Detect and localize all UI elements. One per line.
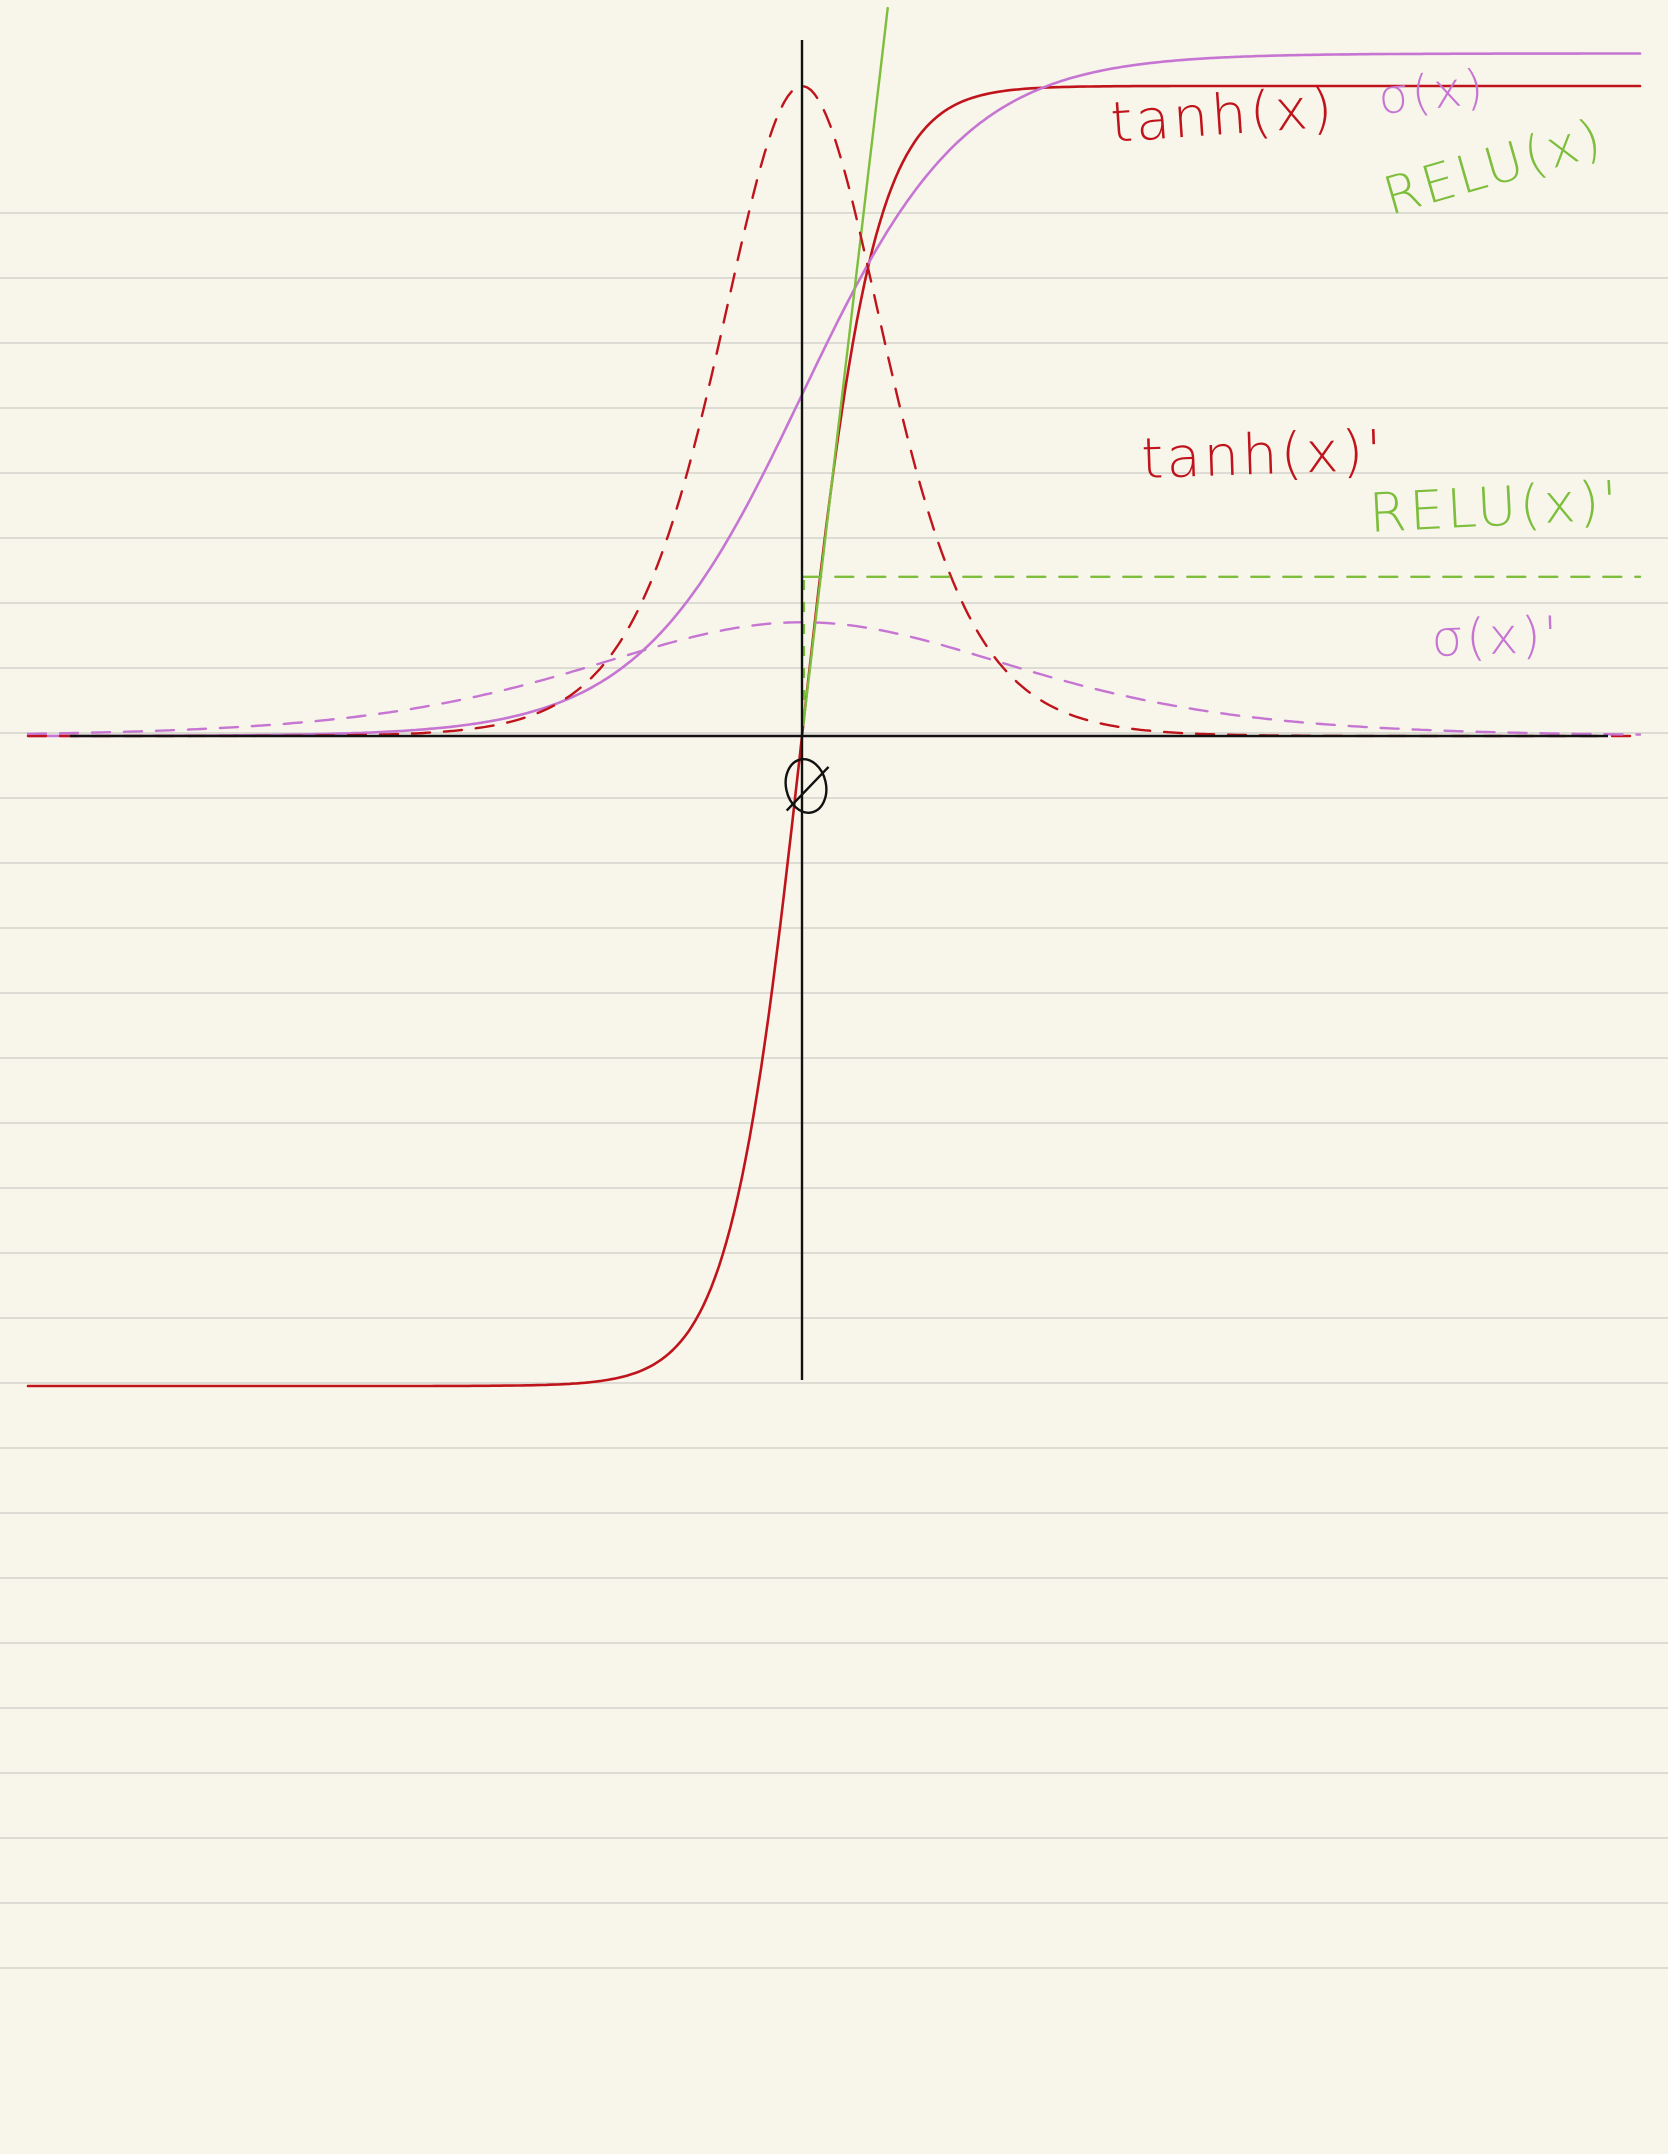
axes xyxy=(70,40,1608,1380)
label-tanh-deriv: tanh(x)' xyxy=(1140,419,1386,492)
series-line-sigmoid xyxy=(26,52,1642,738)
label-relu-deriv: RELU(x)' xyxy=(1367,469,1621,545)
label-sigmoid: σ(x) xyxy=(1375,59,1489,126)
series-line-relu xyxy=(802,6,889,727)
origin-zero-label xyxy=(784,758,830,814)
label-relu: RELU(x) xyxy=(1377,108,1611,228)
label-tanh: tanh(x) xyxy=(1108,75,1337,156)
ruled-lines xyxy=(0,212,1668,1969)
series-line-sigmoid-deriv xyxy=(26,621,1642,736)
label-sigmoid-deriv: σ(x)' xyxy=(1430,606,1561,668)
